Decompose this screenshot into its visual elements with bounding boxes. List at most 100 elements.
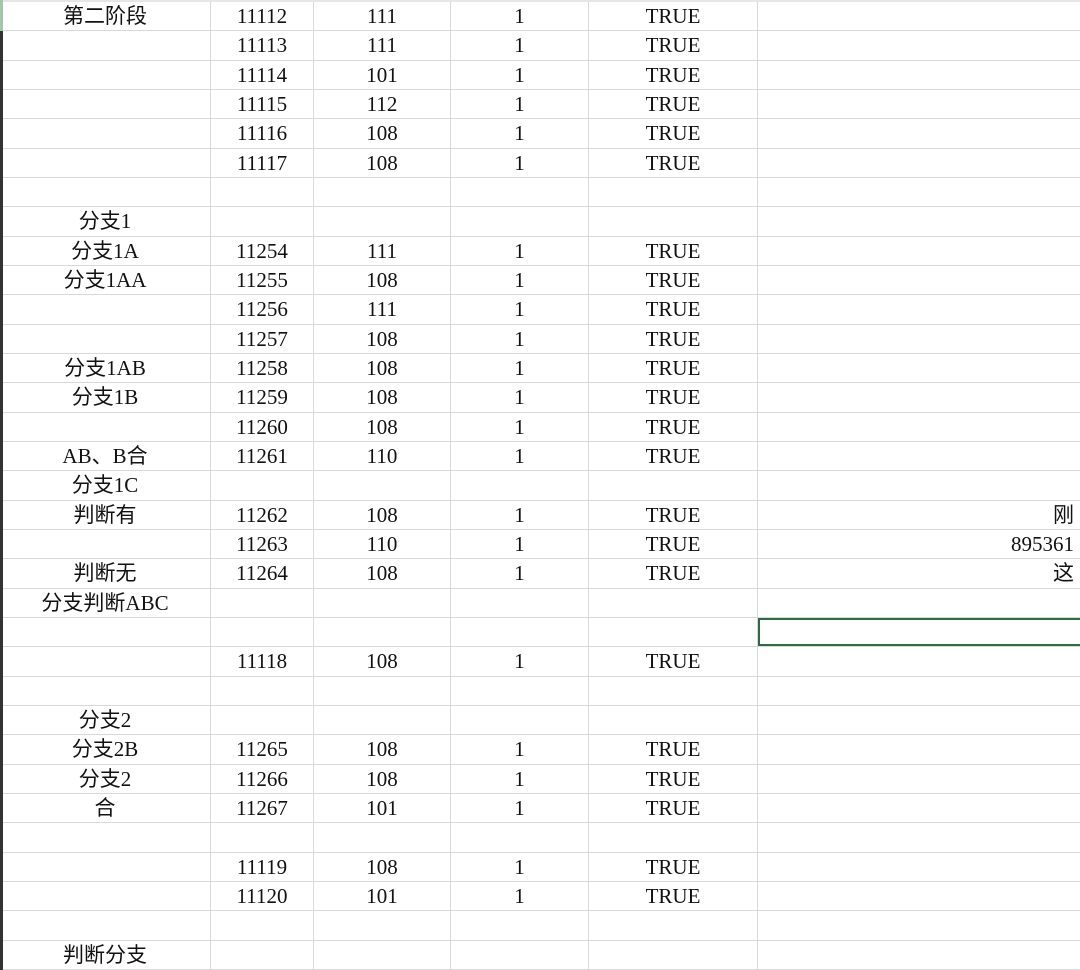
cell-flag[interactable]: TRUE <box>589 647 758 676</box>
cell-note[interactable] <box>758 2 1080 30</box>
cell-id[interactable]: 11263 <box>211 529 314 559</box>
cell-flag[interactable]: TRUE <box>589 735 758 764</box>
cell-id[interactable] <box>211 177 314 207</box>
cell-flag[interactable]: TRUE <box>589 793 758 823</box>
cell-label[interactable]: 分支1C <box>0 471 211 500</box>
cell-flag[interactable]: TRUE <box>589 148 758 177</box>
cell-count[interactable]: 1 <box>451 119 589 148</box>
cell-note[interactable] <box>758 853 1080 881</box>
cell-label[interactable]: 分支1A <box>0 236 211 265</box>
cell-note[interactable] <box>758 735 1080 763</box>
cell-flag[interactable]: TRUE <box>589 852 758 881</box>
cell-label[interactable]: AB、B合 <box>0 441 211 471</box>
cell-flag[interactable]: TRUE <box>589 881 758 911</box>
cell-count[interactable]: 1 <box>451 441 589 471</box>
cell-flag[interactable]: TRUE <box>589 89 758 119</box>
cell-id[interactable] <box>211 207 314 236</box>
cell-code[interactable]: 111 <box>314 31 451 60</box>
cell-flag[interactable]: TRUE <box>589 500 758 529</box>
cell-code[interactable]: 101 <box>314 60 451 89</box>
cell-flag[interactable]: TRUE <box>589 324 758 353</box>
cell-label[interactable] <box>0 148 211 177</box>
cell-count[interactable]: 1 <box>451 793 589 823</box>
selected-cell[interactable] <box>758 617 1080 647</box>
cell-id[interactable] <box>211 617 314 647</box>
cell-code[interactable]: 101 <box>314 881 451 911</box>
cell-code[interactable]: 111 <box>314 295 451 324</box>
cell-id[interactable] <box>211 471 314 500</box>
cell-id[interactable]: 11266 <box>211 764 314 793</box>
cell-flag[interactable] <box>589 207 758 236</box>
cell-code[interactable]: 108 <box>314 324 451 353</box>
cell-code[interactable] <box>314 705 451 735</box>
cell-label[interactable] <box>0 31 211 60</box>
cell-code[interactable]: 108 <box>314 353 451 383</box>
cell-count[interactable]: 1 <box>451 295 589 324</box>
cell-code[interactable]: 108 <box>314 559 451 588</box>
cell-count[interactable]: 1 <box>451 89 589 119</box>
cell-label[interactable]: 判断分支 <box>0 940 211 969</box>
cell-note[interactable] <box>758 794 1080 822</box>
cell-label[interactable]: 分支2 <box>0 764 211 793</box>
cell-note[interactable] <box>758 237 1080 265</box>
cell-label[interactable] <box>0 617 211 647</box>
cell-code[interactable]: 108 <box>314 119 451 148</box>
cell-count[interactable]: 1 <box>451 236 589 265</box>
cell-code[interactable] <box>314 588 451 617</box>
cell-note[interactable]: 刚 <box>1053 502 1074 527</box>
cell-count[interactable] <box>451 911 589 940</box>
cell-count[interactable]: 1 <box>451 764 589 793</box>
cell-count[interactable]: 1 <box>451 852 589 881</box>
cell-code[interactable]: 108 <box>314 412 451 441</box>
cell-count[interactable] <box>451 617 589 647</box>
cell-id[interactable]: 11262 <box>211 500 314 529</box>
cell-id[interactable]: 11116 <box>211 119 314 148</box>
cell-flag[interactable]: TRUE <box>589 236 758 265</box>
cell-flag[interactable] <box>589 676 758 705</box>
cell-id[interactable]: 11260 <box>211 412 314 441</box>
cell-label[interactable]: 分支2B <box>0 735 211 764</box>
cell-code[interactable]: 101 <box>314 793 451 823</box>
cell-flag[interactable] <box>589 705 758 735</box>
cell-id[interactable]: 11261 <box>211 441 314 471</box>
cell-note[interactable] <box>758 823 1080 851</box>
cell-id[interactable]: 11119 <box>211 852 314 881</box>
cell-label[interactable]: 判断有 <box>0 500 211 529</box>
cell-label[interactable] <box>0 676 211 705</box>
cell-flag[interactable] <box>589 940 758 969</box>
cell-count[interactable] <box>451 177 589 207</box>
cell-flag[interactable]: TRUE <box>589 353 758 383</box>
cell-note[interactable] <box>758 471 1080 499</box>
cell-note[interactable] <box>758 442 1080 470</box>
cell-code[interactable]: 112 <box>314 89 451 119</box>
cell-label[interactable]: 判断无 <box>0 559 211 588</box>
cell-label[interactable]: 合 <box>0 793 211 823</box>
cell-flag[interactable]: TRUE <box>589 412 758 441</box>
cell-code[interactable]: 108 <box>314 764 451 793</box>
cell-code[interactable] <box>314 823 451 852</box>
cell-note[interactable] <box>758 61 1080 89</box>
cell-id[interactable]: 11117 <box>211 148 314 177</box>
cell-count[interactable]: 1 <box>451 353 589 383</box>
cell-note[interactable] <box>758 413 1080 441</box>
cell-label[interactable] <box>0 911 211 940</box>
cell-flag[interactable]: TRUE <box>589 764 758 793</box>
cell-count[interactable] <box>451 471 589 500</box>
cell-id[interactable]: 11115 <box>211 89 314 119</box>
cell-id[interactable] <box>211 676 314 705</box>
cell-id[interactable]: 11265 <box>211 735 314 764</box>
cell-count[interactable] <box>451 705 589 735</box>
cell-count[interactable]: 1 <box>451 412 589 441</box>
cell-id[interactable]: 11118 <box>211 647 314 676</box>
cell-label[interactable] <box>0 852 211 881</box>
cell-note[interactable] <box>758 149 1080 177</box>
cell-code[interactable]: 108 <box>314 647 451 676</box>
cell-label[interactable] <box>0 119 211 148</box>
cell-note[interactable] <box>758 765 1080 793</box>
cell-code[interactable] <box>314 676 451 705</box>
cell-code[interactable] <box>314 940 451 969</box>
cell-id[interactable]: 11264 <box>211 559 314 588</box>
cell-label[interactable] <box>0 60 211 89</box>
cell-code[interactable]: 108 <box>314 735 451 764</box>
